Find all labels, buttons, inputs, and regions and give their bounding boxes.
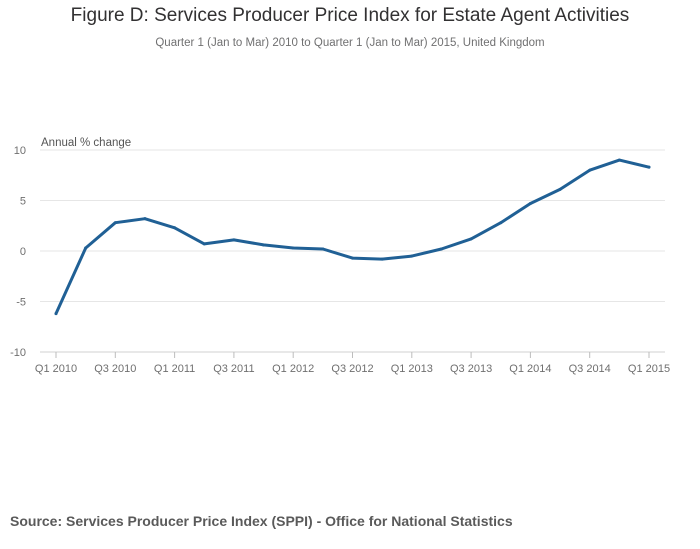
source-note: Source: Services Producer Price Index (S…: [10, 513, 513, 529]
x-tick-label: Q1 2011: [154, 363, 195, 375]
x-tick-label: Q1 2012: [272, 363, 314, 375]
data-point: [113, 221, 117, 225]
data-point: [84, 246, 88, 250]
chart-subtitle: Quarter 1 (Jan to Mar) 2010 to Quarter 1…: [155, 37, 545, 49]
x-tick-label: Q1 2015: [628, 363, 670, 375]
x-tick-label: Q3 2011: [213, 363, 254, 375]
data-point: [588, 168, 592, 172]
data-point: [410, 254, 414, 258]
data-point: [439, 247, 443, 251]
data-point: [54, 312, 58, 316]
data-point: [380, 257, 384, 261]
x-tick-label: Q3 2013: [450, 363, 492, 375]
y-tick-label: 5: [20, 196, 26, 208]
data-point: [617, 158, 621, 162]
data-point: [173, 226, 177, 230]
x-tick-label: Q3 2012: [331, 363, 373, 375]
y-tick-label: 10: [14, 145, 26, 157]
series-line: [54, 158, 651, 316]
chart-title: Figure D: Services Producer Price Index …: [70, 5, 630, 26]
data-point: [202, 242, 206, 246]
y-tick-label: -10: [10, 347, 26, 359]
data-point: [647, 165, 651, 169]
x-tick-label: Q3 2010: [94, 363, 136, 375]
y-tick-label: -5: [16, 297, 26, 309]
x-tick-label: Q3 2014: [569, 363, 611, 375]
x-tick-label: Q1 2014: [509, 363, 551, 375]
x-tick-label: Q1 2013: [391, 363, 433, 375]
y-axis-label: Annual % change: [41, 137, 131, 149]
data-point: [469, 237, 473, 241]
data-point: [351, 256, 354, 260]
data-point: [499, 221, 503, 225]
data-point: [291, 246, 295, 250]
data-point: [262, 243, 266, 247]
data-point: [143, 217, 147, 221]
y-tick-label: 0: [20, 246, 26, 258]
data-point: [558, 187, 562, 191]
data-point: [232, 238, 236, 242]
x-tick-label: Q1 2010: [35, 363, 77, 375]
data-point: [321, 247, 325, 251]
data-point: [528, 202, 532, 206]
